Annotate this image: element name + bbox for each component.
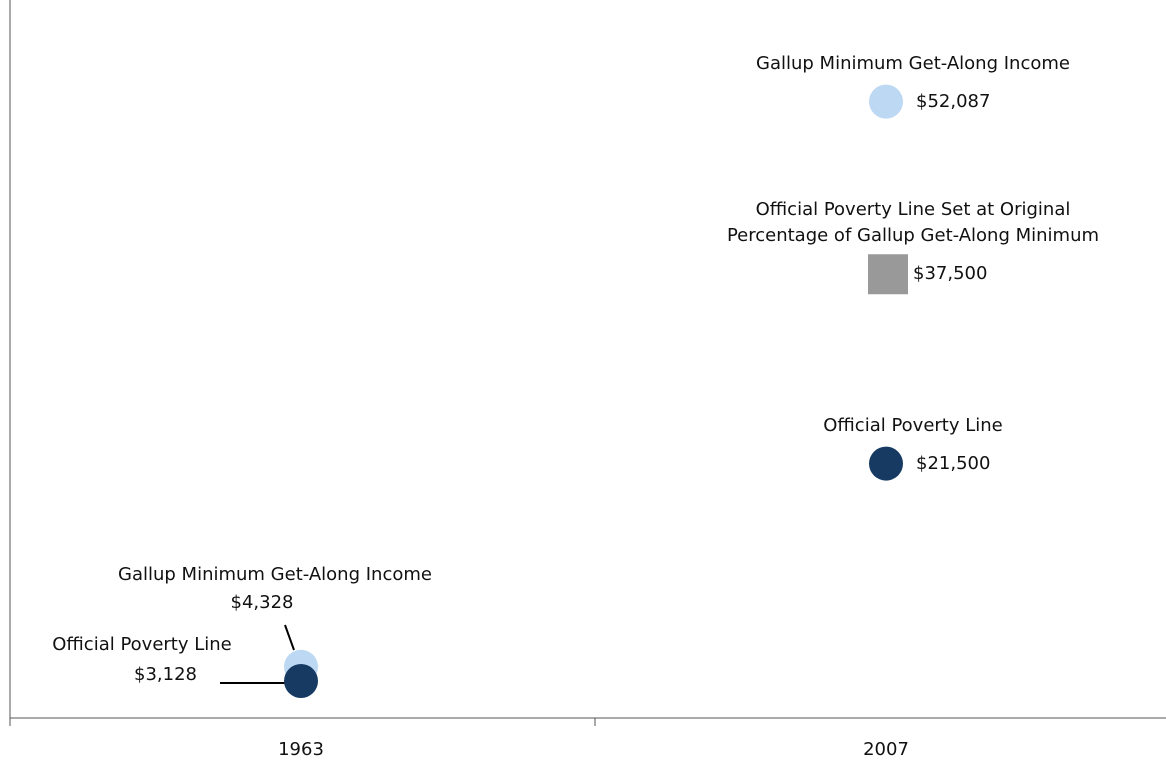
value-label: $21,500: [916, 452, 991, 474]
marker: [284, 663, 318, 698]
x-tick-label: 2007: [863, 739, 909, 760]
value-label: $4,328: [230, 592, 294, 613]
x-tick-label: 1963: [278, 739, 324, 760]
leader-line: [284, 624, 295, 651]
series-label: Gallup Minimum Get-Along Income: [118, 564, 432, 585]
series-label: Official Poverty Line: [52, 634, 232, 655]
marker: [868, 254, 908, 295]
series-label: Gallup Minimum Get-Along Income: [756, 52, 1070, 74]
series-label: Official Poverty Line: [823, 414, 1003, 436]
value-label: $37,500: [913, 263, 988, 285]
marker: [869, 446, 903, 481]
value-label: $52,087: [916, 90, 991, 112]
value-label: $3,128: [134, 664, 197, 685]
marker: [869, 84, 903, 119]
series-label: Official Poverty Line Set at Original Pe…: [726, 199, 1100, 247]
